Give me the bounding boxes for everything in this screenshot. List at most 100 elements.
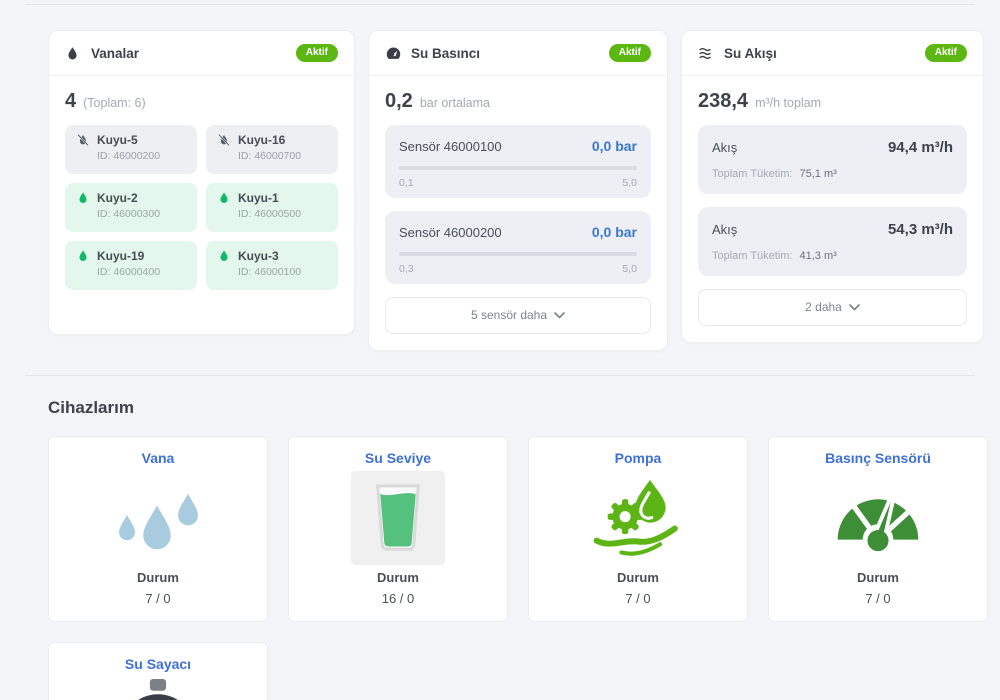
valve-item[interactable]: Kuyu-16 ID: 46000700 [206,125,338,174]
valve-name: Kuyu-19 [97,249,145,263]
flow-stat: 238,4 m³/h toplam [698,90,967,113]
valve-item[interactable]: Kuyu-3 ID: 46000100 [206,241,338,290]
water-drop-slash-icon [218,134,230,146]
card-title: Vanalar [91,45,140,61]
valve-id: ID: 46000200 [97,150,161,162]
sensor-max: 5,0 [622,263,637,275]
device-count: 7 / 0 [625,591,651,606]
device-status-label: Durum [857,570,899,585]
valve-name: Kuyu-2 [97,191,138,205]
valve-id: ID: 46000400 [97,266,161,278]
stat-label: bar ortalama [419,96,490,110]
sensor-value: 0,0 bar [591,138,637,154]
chevron-down-icon [848,303,860,310]
sensor-min: 0,1 [399,177,414,189]
water-drops-icon [110,468,206,568]
device-card-vana[interactable]: Vana Durum 7 / 0 [48,436,268,622]
more-flows-button[interactable]: 2 daha [698,289,967,326]
sensor-row: Sensör 46000200 0,0 bar 0,3 5,0 [385,211,651,284]
valve-item[interactable]: Kuyu-2 ID: 46000300 [65,183,197,232]
more-sensors-button[interactable]: 5 sensör daha [385,297,651,334]
flow-row: Akış 94,4 m³/h Toplam Tüketim: 75,1 m³ [698,125,967,194]
stat-value: 4 [65,90,77,112]
gauge-icon [385,45,402,62]
valve-name: Kuyu-16 [238,133,286,147]
stat-value: 0,2 [385,90,413,112]
valves-card: Vanalar Aktif 4 (Toplam: 6) Kuyu-5 ID: 4… [48,30,355,335]
device-title[interactable]: Vana [141,450,175,466]
waves-icon [698,45,715,62]
device-title[interactable]: Su Seviye [364,450,432,466]
status-badge: Aktif [924,44,967,62]
flow-value: 54,3 m³/h [887,221,953,238]
sensor-name: Sensör 46000200 [399,225,502,240]
flow-name: Akış [712,222,738,237]
status-badge: Aktif [295,44,338,62]
consumption-label: Toplam Tüketim: [712,168,793,180]
valve-grid: Kuyu-5 ID: 46000200 Kuyu-16 ID: 46000700… [65,125,338,290]
valve-item[interactable]: Kuyu-5 ID: 46000200 [65,125,197,174]
flow-name: Akış [712,140,738,155]
flow-value: 94,4 m³/h [887,139,953,156]
consumption-value: 41,3 m³ [799,250,837,262]
sensor-row: Sensör 46000100 0,0 bar 0,1 5,0 [385,125,651,198]
flow-card-header: Su Akışı Aktif [682,31,983,76]
device-grid: Vana Durum 7 / 0 Su Seviye Durum [48,436,988,700]
device-card-basinc-sensoru[interactable]: Basınç Sensörü Durum 7 / 0 [768,436,988,622]
device-status-label: Durum [137,570,179,585]
more-sensors-label: 5 sensör daha [470,308,548,322]
valve-item[interactable]: Kuyu-1 ID: 46000500 [206,183,338,232]
stat-label: (Toplam: 6) [83,96,146,110]
device-card-su-seviye[interactable]: Su Seviye Durum 16 / 0 [288,436,508,622]
water-drop-icon [220,192,228,204]
more-flows-label: 2 daha [805,300,842,314]
valve-name: Kuyu-1 [238,191,279,205]
device-title[interactable]: Su Sayacı [124,656,192,672]
chevron-down-icon [554,311,565,318]
flow-card: Su Akışı Aktif 238,4 m³/h toplam Akış 94… [681,30,984,343]
consumption-value: 75,1 m³ [799,168,837,180]
stat-label: m³/h toplam [755,96,822,110]
valve-name: Kuyu-3 [238,249,279,263]
device-title[interactable]: Basınç Sensörü [825,450,931,466]
flow-row: Akış 54,3 m³/h Toplam Tüketim: 41,3 m³ [698,207,967,276]
device-status-label: Durum [617,570,659,585]
card-title: Su Akışı [724,45,777,61]
status-badge: Aktif [608,44,651,62]
device-count: 16 / 0 [381,591,415,606]
valve-id: ID: 46000100 [238,266,302,278]
sensor-progressbar [399,252,637,256]
device-status-label: Durum [377,570,419,585]
devices-section-title: Cihazlarım [48,398,134,417]
pressure-stat: 0,2 bar ortalama [385,90,651,113]
sensor-value: 0,0 bar [591,224,637,240]
device-card-pompa[interactable]: Pompa [528,436,748,622]
sensor-name: Sensör 46000100 [399,139,502,154]
water-meter-icon [113,674,203,700]
device-title[interactable]: Pompa [614,450,662,466]
valve-id: ID: 46000300 [97,208,161,220]
water-glass-icon [351,471,445,565]
sensor-max: 5,0 [622,177,637,189]
valve-item[interactable]: Kuyu-19 ID: 46000400 [65,241,197,290]
top-divider [25,4,975,5]
device-card-su-sayaci[interactable]: Su Sayacı Durum [48,642,268,700]
water-drop-slash-icon [77,134,89,146]
pump-gear-icon [592,468,684,568]
summary-cards-row: Vanalar Aktif 4 (Toplam: 6) Kuyu-5 ID: 4… [48,30,985,351]
sensor-progressbar [399,166,637,170]
section-divider [25,375,975,376]
stat-value: 238,4 [698,90,749,112]
water-drop-icon [220,250,228,262]
valves-card-header: Vanalar Aktif [49,31,354,76]
valves-stat: 4 (Toplam: 6) [65,90,338,113]
sensor-min: 0,3 [399,263,414,275]
pressure-gauge-icon [830,468,926,568]
consumption-label: Toplam Tüketim: [712,250,793,262]
valve-id: ID: 46000700 [238,150,302,162]
valve-name: Kuyu-5 [97,133,138,147]
pressure-card: Su Basıncı Aktif 0,2 bar ortalama Sensör… [368,30,668,351]
water-drop-icon [79,192,87,204]
water-drop-icon [65,45,82,62]
valve-id: ID: 46000500 [238,208,302,220]
